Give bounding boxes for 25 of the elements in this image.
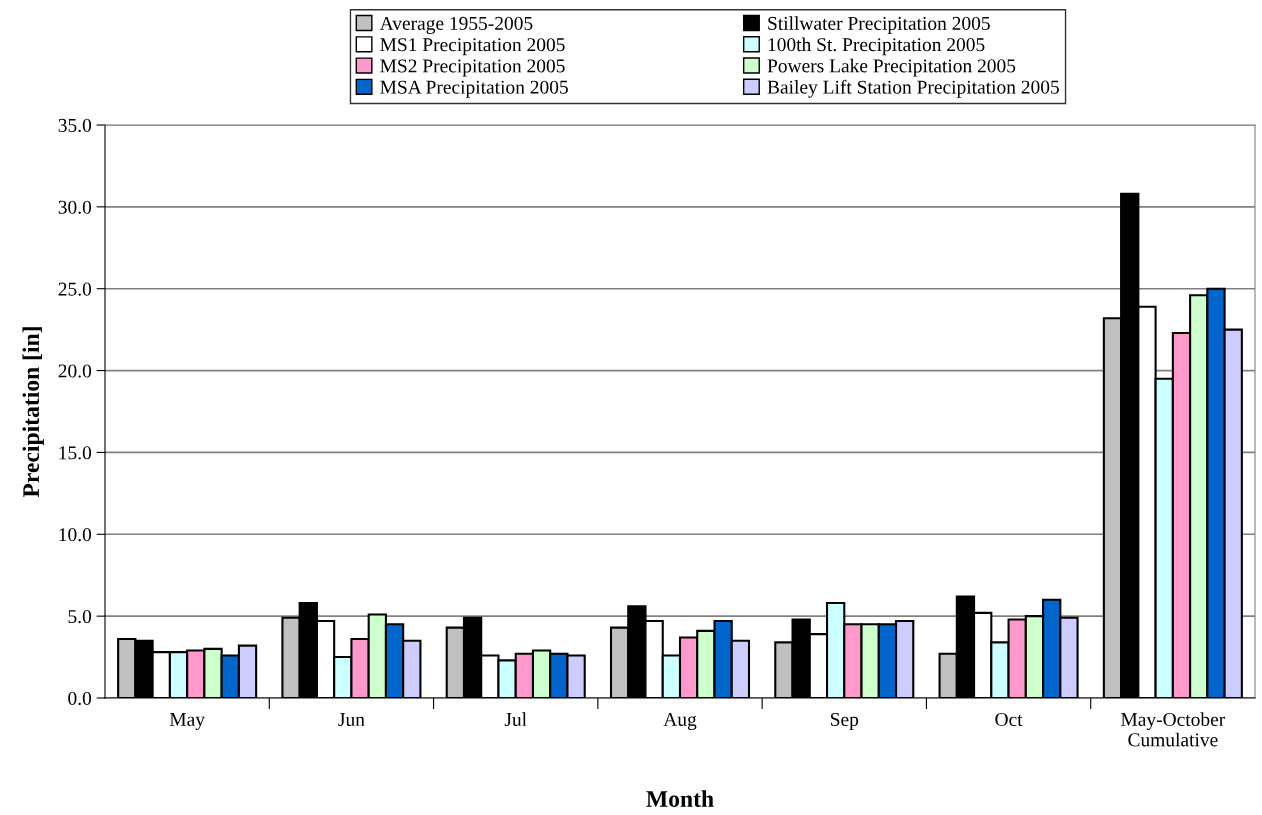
- x-tick-label: Oct: [995, 712, 1023, 727]
- y-tick-label: 30.0: [58, 200, 92, 214]
- x-tick-label: May: [169, 713, 205, 730]
- legend-label: MS1 Precipitation 2005: [380, 38, 565, 56]
- legend-label: Bailey Lift Station Precipitation 2005: [767, 79, 1059, 98]
- y-tick-label: 35.0: [58, 118, 92, 133]
- y-tick-label: 20.0: [58, 364, 92, 378]
- legend-label: MSA Precipitation 2005: [380, 80, 568, 98]
- x-tick-label: May-October Cumulative: [1121, 712, 1226, 747]
- legend-label: Average 1955-2005: [379, 16, 533, 34]
- legend-label: MS2 Precipitation 2005: [380, 59, 565, 77]
- x-tick-label: Sep: [831, 712, 859, 730]
- y-tick-label: 15.0: [59, 446, 92, 460]
- x-tick-label: Jul: [504, 712, 527, 727]
- y-tick-label: 5.0: [68, 609, 92, 624]
- legend-label: Stillwater Precipitation 2005: [768, 16, 990, 34]
- y-tick-label: 25.0: [58, 282, 92, 296]
- legend-label: Powers Lake Precipitation 2005: [767, 58, 1016, 77]
- y-tick-label: 10.0: [59, 528, 92, 542]
- x-tick-label: Jun: [338, 713, 365, 727]
- y-axis-title: Precipitation [in]: [22, 327, 44, 498]
- x-tick-label: Aug: [663, 712, 697, 730]
- y-tick-label: 0.0: [68, 691, 92, 706]
- x-axis-title: Month: [646, 790, 714, 807]
- legend-label: 100th St. Precipitation 2005: [768, 37, 985, 56]
